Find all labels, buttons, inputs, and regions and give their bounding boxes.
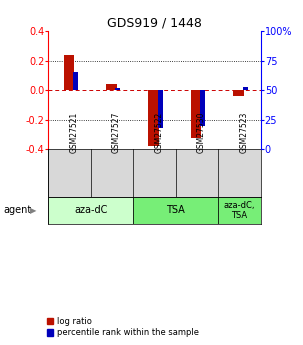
Text: ▶: ▶ bbox=[30, 206, 37, 215]
Bar bbox=[64, 56, 74, 90]
Bar bbox=[133, 197, 218, 224]
Text: GSM27527: GSM27527 bbox=[112, 111, 121, 152]
Text: TSA: TSA bbox=[166, 206, 185, 215]
Text: GSM27530: GSM27530 bbox=[197, 111, 206, 152]
Text: GSM27523: GSM27523 bbox=[239, 111, 248, 152]
Bar bbox=[218, 197, 261, 224]
Bar bbox=[233, 90, 244, 96]
Title: GDS919 / 1448: GDS919 / 1448 bbox=[107, 17, 202, 30]
Bar bbox=[148, 90, 159, 146]
Bar bbox=[73, 72, 78, 90]
Bar bbox=[158, 90, 163, 128]
Text: GSM27522: GSM27522 bbox=[155, 111, 164, 152]
Text: aza-dC,
TSA: aza-dC, TSA bbox=[224, 201, 255, 220]
Bar bbox=[200, 90, 205, 126]
Bar bbox=[106, 84, 117, 90]
Bar bbox=[242, 87, 248, 90]
Bar bbox=[48, 197, 133, 224]
Text: GSM27521: GSM27521 bbox=[70, 111, 79, 152]
Bar bbox=[115, 88, 120, 90]
Legend: log ratio, percentile rank within the sample: log ratio, percentile rank within the sa… bbox=[47, 317, 198, 337]
Text: aza-dC: aza-dC bbox=[74, 206, 108, 215]
Text: agent: agent bbox=[3, 206, 31, 215]
Bar bbox=[191, 90, 201, 138]
